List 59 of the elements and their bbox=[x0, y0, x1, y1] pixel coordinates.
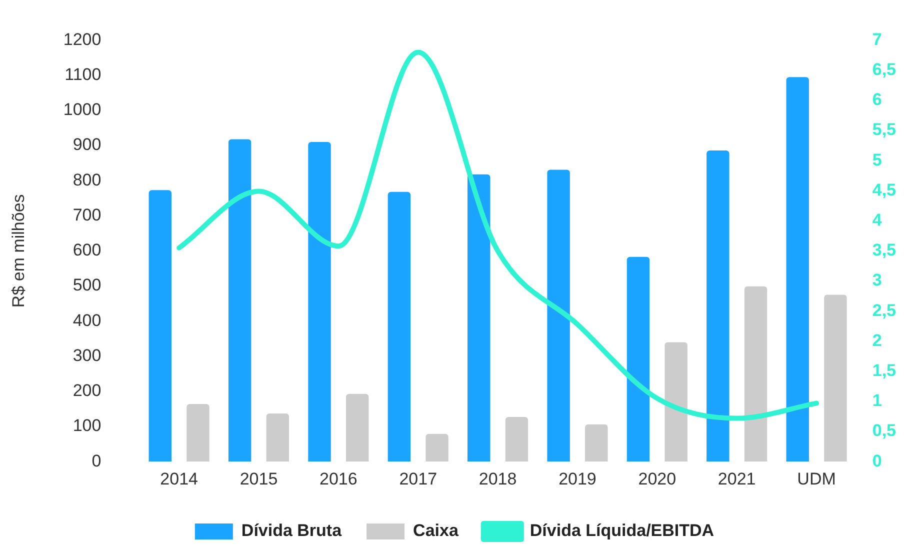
y2-tick-label: 3,5 bbox=[872, 240, 896, 260]
x-tick-label: 2017 bbox=[399, 469, 438, 488]
y-tick-label: 1100 bbox=[64, 65, 102, 84]
bar bbox=[824, 294, 847, 462]
bar bbox=[346, 394, 369, 462]
y2-tick-label: 2,5 bbox=[872, 300, 896, 320]
x-tick-label: 2014 bbox=[160, 469, 198, 488]
legend-label: Dívida Bruta bbox=[241, 521, 342, 540]
bar bbox=[505, 417, 528, 462]
y2-tick-label: 2 bbox=[872, 330, 882, 350]
y-tick-label: 300 bbox=[72, 346, 102, 365]
bar bbox=[266, 413, 290, 462]
y2-tick-label: 3 bbox=[872, 270, 882, 290]
y-tick-label: 400 bbox=[72, 310, 102, 330]
y-tick-label: 600 bbox=[72, 240, 102, 260]
y-axis-title: R$ em milhões bbox=[8, 194, 28, 308]
x-tick-label: 2020 bbox=[638, 469, 676, 488]
bar bbox=[786, 77, 809, 462]
y-tick-label: 500 bbox=[72, 276, 102, 295]
x-tick-label: UDM bbox=[797, 469, 836, 488]
legend-label: Dívida Líquida/EBITDA bbox=[530, 521, 714, 540]
bar bbox=[186, 404, 210, 462]
y2-tick-label: 5 bbox=[872, 150, 882, 170]
y2-tick-label: 1,5 bbox=[872, 360, 896, 380]
y2-tick-label: 4,5 bbox=[872, 180, 896, 200]
x-tick-label: 2021 bbox=[718, 469, 756, 488]
bar bbox=[547, 170, 570, 462]
y2-tick-label: 6 bbox=[872, 90, 882, 110]
bar bbox=[744, 286, 768, 462]
y2-tick-label: 4 bbox=[872, 210, 882, 230]
bar bbox=[308, 142, 331, 462]
bar bbox=[228, 139, 252, 462]
bar bbox=[148, 190, 172, 462]
x-tick-label: 2015 bbox=[240, 469, 278, 488]
y-tick-label: 200 bbox=[72, 381, 102, 400]
bar bbox=[585, 424, 608, 462]
bar bbox=[706, 150, 730, 462]
y-tick-label: 100 bbox=[72, 416, 102, 436]
x-tick-label: 2018 bbox=[478, 469, 517, 488]
y2-tick-label: 0,5 bbox=[872, 421, 896, 440]
y2-tick-label: 0 bbox=[872, 451, 882, 470]
y2-tick-label: 7 bbox=[872, 30, 882, 49]
bar bbox=[626, 256, 650, 462]
y-tick-label: 0 bbox=[92, 451, 102, 470]
y-tick-label: 1200 bbox=[63, 30, 102, 49]
y2-tick-label: 6,5 bbox=[872, 60, 896, 79]
y-tick-label: 900 bbox=[72, 135, 102, 154]
y-tick-label: 800 bbox=[72, 170, 102, 190]
bar bbox=[664, 342, 688, 462]
x-tick-label: 2019 bbox=[558, 469, 596, 488]
bar bbox=[468, 174, 490, 462]
x-tick-label: 2016 bbox=[320, 469, 358, 488]
y-tick-label: 1000 bbox=[63, 100, 102, 120]
y-tick-label: 700 bbox=[72, 205, 102, 224]
bar bbox=[426, 434, 448, 462]
legend-label: Caixa bbox=[413, 521, 459, 540]
bar bbox=[388, 192, 411, 462]
y2-tick-label: 1 bbox=[872, 391, 882, 410]
y2-tick-label: 5,5 bbox=[872, 120, 896, 140]
